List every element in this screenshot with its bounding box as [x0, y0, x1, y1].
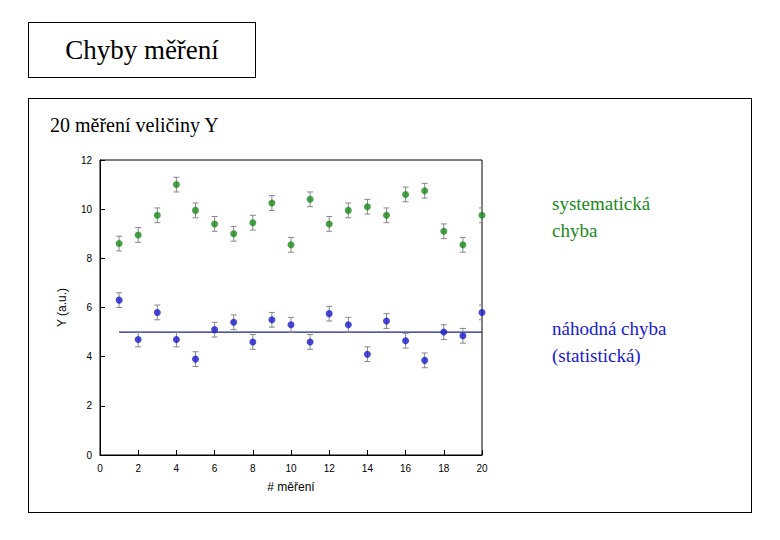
html-text:systematická: systematická	[552, 193, 651, 214]
svg-text:2: 2	[135, 463, 141, 474]
svg-text:8: 8	[86, 253, 92, 264]
html-text:náhodná chyba: náhodná chyba	[552, 318, 667, 339]
svg-text:# měření: # měření	[267, 480, 315, 494]
svg-text:6: 6	[212, 463, 218, 474]
svg-text:6: 6	[86, 302, 92, 313]
html-text:(statistická): (statistická)	[552, 345, 641, 366]
svg-text:18: 18	[438, 463, 450, 474]
svg-text:20: 20	[476, 463, 488, 474]
svg-text:14: 14	[362, 463, 374, 474]
svg-text:12: 12	[81, 155, 93, 166]
html-text:20 měření veličiny Y: 20 měření veličiny Y	[50, 114, 219, 136]
svg-text:0: 0	[86, 450, 92, 461]
svg-text:0: 0	[97, 463, 103, 474]
svg-text:8: 8	[250, 463, 256, 474]
svg-text:12: 12	[324, 463, 336, 474]
svg-text:10: 10	[285, 463, 297, 474]
svg-text:16: 16	[400, 463, 412, 474]
svg-text:2: 2	[86, 400, 92, 411]
svg-text:10: 10	[81, 204, 93, 215]
html-text:chyba: chyba	[552, 220, 598, 241]
svg-text:4: 4	[86, 351, 92, 362]
svg-text:4: 4	[174, 463, 180, 474]
svg-text:Y (a.u.): Y (a.u.)	[55, 288, 69, 327]
html-text:Chyby měření: Chyby měření	[65, 35, 219, 65]
